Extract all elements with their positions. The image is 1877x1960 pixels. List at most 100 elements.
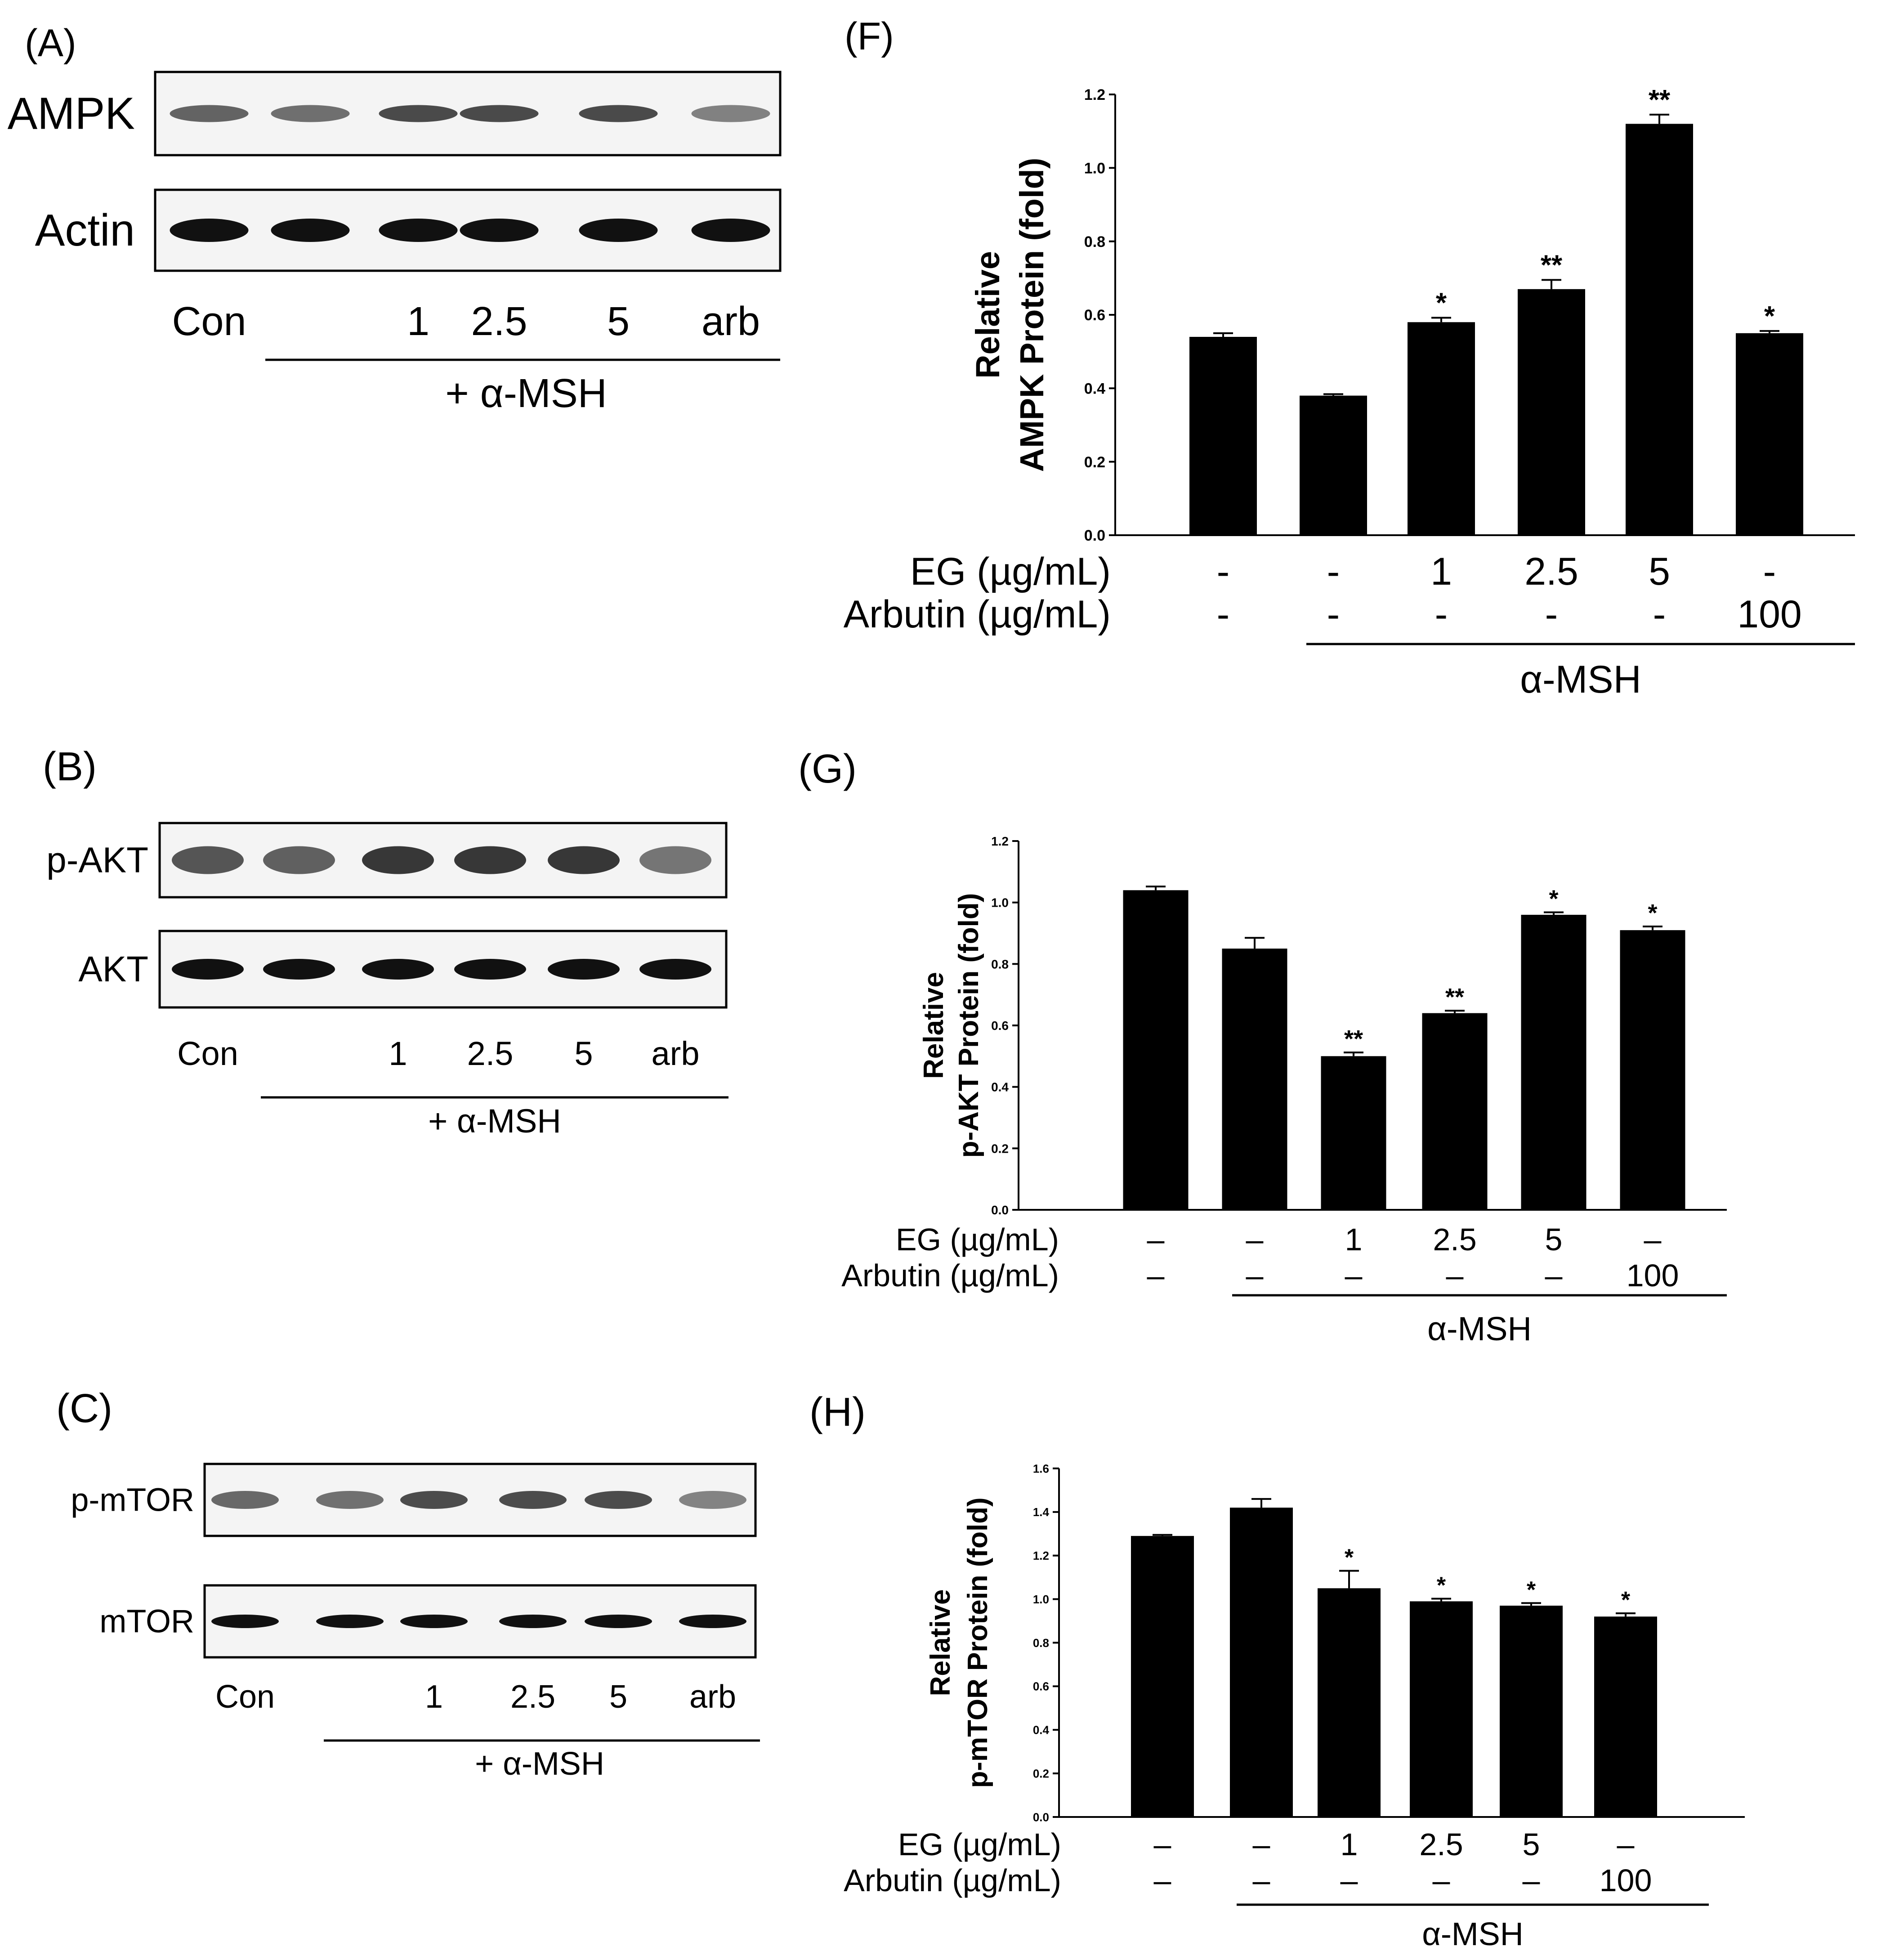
blot-band — [362, 846, 434, 874]
y-tick-label: 1.0 — [1033, 1593, 1049, 1606]
protein-label: mTOR — [99, 1603, 194, 1639]
blot-band — [679, 1491, 746, 1509]
blot-band — [499, 1491, 567, 1509]
row2-value: 100 — [1737, 593, 1802, 636]
row2-value: 100 — [1627, 1258, 1679, 1293]
row1-value: – — [1617, 1827, 1635, 1862]
blot-panel-1: (B) p-AKT AKT Con 1 2.5 5 arb + α-MSH — [43, 744, 728, 1140]
lane-label: 1 — [389, 1035, 407, 1072]
significance-mark: ** — [1541, 250, 1563, 281]
lane-label: 1 — [407, 299, 429, 344]
blot-band — [263, 959, 335, 980]
significance-mark: * — [1549, 886, 1558, 913]
lane-label: 5 — [607, 299, 630, 344]
blot-band — [639, 846, 711, 874]
bar — [1222, 949, 1287, 1210]
y-axis-label: Relative — [925, 1589, 956, 1696]
panel-label: (A) — [25, 22, 76, 65]
y-tick-label: 0.0 — [991, 1203, 1009, 1217]
bar — [1594, 1616, 1657, 1817]
blot-band — [548, 959, 620, 980]
blot-panel-0: (A) AMPK Actin Con 1 2.5 5 arb + α-MSH — [8, 22, 782, 416]
y-tick-label: 0.2 — [1033, 1767, 1049, 1780]
bar — [1422, 1013, 1488, 1210]
bar — [1736, 333, 1803, 535]
row1-value: 1 — [1345, 1222, 1363, 1257]
significance-mark: * — [1648, 899, 1657, 926]
y-tick-label: 0.0 — [1084, 527, 1105, 544]
row2-value: – — [1345, 1258, 1363, 1293]
row1-value: - — [1327, 550, 1340, 593]
row1-value: 5 — [1523, 1827, 1540, 1862]
blot-band — [172, 846, 244, 874]
blot-band — [170, 105, 249, 122]
protein-label: AMPK — [8, 89, 135, 139]
row1-value: 1 — [1430, 550, 1452, 593]
lane-label: arb — [702, 299, 760, 344]
y-tick-label: 1.0 — [1084, 160, 1105, 177]
bar — [1230, 1508, 1293, 1817]
group-label: α-MSH — [1520, 658, 1641, 701]
blot-band — [454, 959, 526, 980]
row1-value: – — [1246, 1222, 1264, 1257]
y-tick-label: 0.6 — [1033, 1680, 1049, 1693]
y-tick-label: 0.6 — [1084, 307, 1105, 324]
bar — [1620, 930, 1685, 1210]
bar — [1123, 890, 1189, 1210]
panel-label: (F) — [845, 15, 894, 58]
y-tick-label: 0.4 — [1084, 380, 1105, 398]
blot-band — [579, 219, 658, 242]
blot-band — [211, 1491, 279, 1509]
y-tick-label: 1.0 — [991, 896, 1009, 910]
bar — [1321, 1056, 1386, 1210]
y-axis-label: p-AKT Protein (fold) — [953, 893, 984, 1158]
row1-value: – — [1253, 1827, 1270, 1862]
lane-label: 2.5 — [510, 1679, 555, 1715]
lane-label: 1 — [425, 1679, 443, 1715]
blot-band — [460, 219, 539, 242]
row1-value: 1 — [1341, 1827, 1358, 1862]
significance-mark: ** — [1445, 984, 1464, 1011]
bar-chart-1: (G) 0.0 0.2 0.4 0.6 0.8 1.0 1.2 Relative p-AKT Pr… — [798, 747, 1727, 1347]
row1-value: - — [1763, 550, 1776, 593]
row2-value: – — [1433, 1863, 1450, 1898]
lane-label: 2.5 — [467, 1035, 514, 1072]
y-tick-label: 0.8 — [1084, 233, 1105, 251]
bar — [1300, 395, 1367, 535]
blot-band — [379, 219, 458, 242]
group-label: α-MSH — [1422, 1916, 1524, 1952]
row2-value: – — [1545, 1258, 1563, 1293]
blot-band — [460, 105, 539, 122]
panel-label: (H) — [809, 1390, 866, 1435]
blot-band — [400, 1491, 468, 1509]
bar — [1189, 337, 1257, 535]
row1-value: - — [1217, 550, 1230, 593]
panel-label: (G) — [798, 747, 857, 792]
blot-frame — [203, 1463, 757, 1537]
row2-value: – — [1246, 1258, 1264, 1293]
row2-value: - — [1217, 593, 1230, 636]
row-label-eg: EG (µg/mL) — [898, 1827, 1061, 1862]
bar — [1131, 1536, 1194, 1817]
row-label-arbutin: Arbutin (µg/mL) — [844, 593, 1111, 636]
y-tick-label: 1.2 — [1084, 86, 1105, 103]
row1-value: 5 — [1545, 1222, 1563, 1257]
blot-band — [691, 219, 770, 242]
significance-mark: * — [1527, 1577, 1536, 1603]
y-tick-label: 0.4 — [991, 1080, 1009, 1094]
y-tick-label: 1.2 — [991, 834, 1009, 848]
row2-value: - — [1545, 593, 1558, 636]
y-tick-label: 0.0 — [1033, 1810, 1049, 1824]
row1-value: 2.5 — [1524, 550, 1578, 593]
y-tick-label: 1.2 — [1033, 1549, 1049, 1562]
blot-band — [211, 1615, 279, 1628]
significance-mark: * — [1437, 1573, 1446, 1599]
row2-value: – — [1523, 1863, 1540, 1898]
blot-band — [316, 1491, 384, 1509]
y-tick-label: 1.6 — [1033, 1462, 1049, 1475]
significance-mark: * — [1436, 288, 1447, 319]
y-axis-label: Relative — [969, 251, 1006, 379]
row2-value: - — [1435, 593, 1448, 636]
significance-mark: ** — [1649, 85, 1671, 116]
